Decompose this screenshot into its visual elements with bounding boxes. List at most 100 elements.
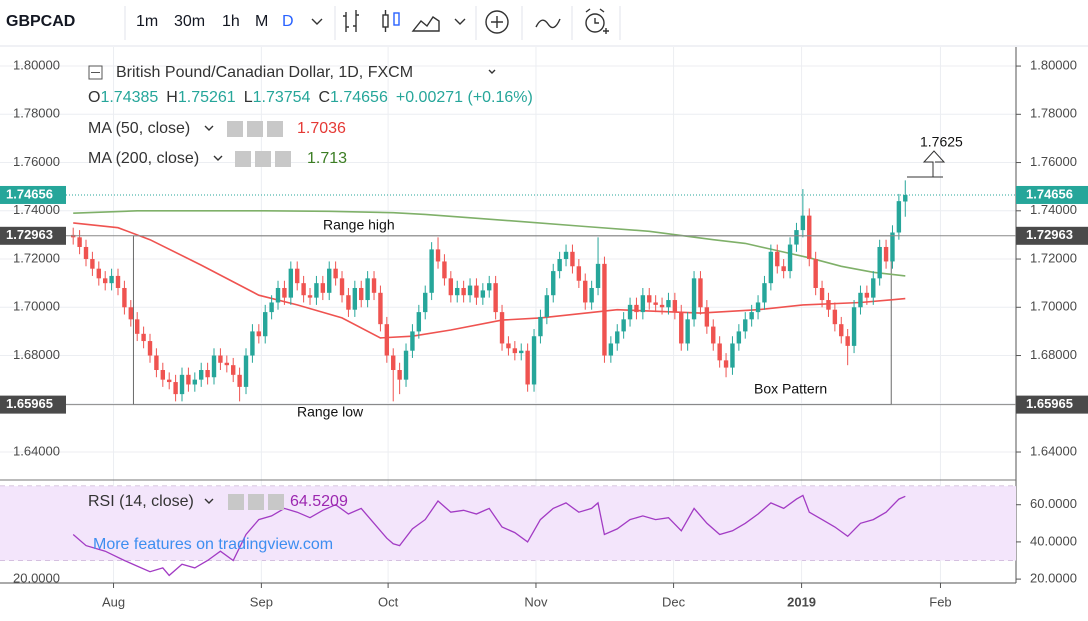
y-tick-label: 60.0000 <box>1030 496 1077 511</box>
interval[interactable]: 1m <box>136 13 158 30</box>
watermark[interactable]: More features on tradingview.com <box>93 536 333 553</box>
candle-body <box>749 312 754 320</box>
price-label: 1.74656 <box>1026 186 1073 201</box>
interval[interactable]: M <box>255 13 268 30</box>
candle-body <box>301 283 306 296</box>
candle-body <box>608 343 614 356</box>
candle-body <box>781 266 786 272</box>
candle-body <box>851 307 857 346</box>
candle-body <box>423 292 428 313</box>
y-tick-label: 1.70000 <box>13 299 60 314</box>
interval[interactable]: 30m <box>174 13 205 30</box>
candle-body <box>397 370 402 380</box>
candle-body <box>384 324 390 356</box>
candle-body <box>544 295 550 317</box>
ma50-legend: MA (50, close) <box>88 120 190 137</box>
candle-body <box>755 302 761 313</box>
candle-body <box>320 283 326 293</box>
candle-body <box>525 350 530 385</box>
legend-dropdown[interactable] <box>204 498 214 504</box>
price-label: 1.65965 <box>6 396 53 411</box>
candle-body <box>218 355 223 363</box>
candle-body <box>698 278 703 308</box>
toolbar: GBPCAD 1m 30m 1h M D <box>0 6 1088 47</box>
candle-body <box>474 285 479 298</box>
y-tick-label: 1.64000 <box>1030 443 1077 458</box>
candle-body <box>455 287 460 296</box>
candle-body <box>282 287 287 298</box>
candle-body <box>538 316 543 337</box>
price-label: 1.72963 <box>6 227 53 242</box>
candle-body <box>147 341 153 356</box>
interval[interactable]: 1h <box>222 13 240 30</box>
candle-body <box>179 374 185 395</box>
candle-body <box>557 259 562 272</box>
candle-body <box>192 379 198 385</box>
candle-body <box>442 261 447 279</box>
candle-body <box>691 278 697 320</box>
interval-dropdown[interactable] <box>311 18 323 25</box>
candle-body <box>371 278 377 293</box>
add-indicator-icon[interactable] <box>485 10 509 34</box>
candle-body <box>576 266 582 281</box>
candle-body <box>135 319 140 334</box>
candle-body <box>333 268 338 279</box>
candle-body <box>275 287 281 303</box>
candle-body <box>871 278 876 298</box>
ohlc-value: 1.74385 <box>100 89 158 106</box>
candle-body <box>570 251 575 267</box>
ma50-value: 1.7036 <box>297 120 346 137</box>
ohlc-key: L <box>244 89 253 106</box>
candle-body <box>627 304 633 320</box>
candle-body <box>77 237 82 247</box>
candle-body <box>730 343 735 368</box>
candle-body <box>160 370 166 380</box>
chart-title: British Pound/Canadian Dollar, 1D, FXCM <box>116 64 413 81</box>
candle-body <box>128 307 134 320</box>
candle-body <box>634 304 639 313</box>
candle-body <box>167 379 172 383</box>
candle-body <box>883 246 889 262</box>
alert-icon[interactable] <box>585 8 609 34</box>
interval-active[interactable]: D <box>282 13 294 30</box>
legend-dropdown[interactable] <box>204 125 214 131</box>
candle-body <box>83 246 89 260</box>
y-tick-label: 1.76000 <box>1030 154 1077 169</box>
candle-body <box>480 290 486 298</box>
indicators-icon[interactable] <box>535 18 561 29</box>
candle-body <box>416 312 422 332</box>
candle-body <box>531 336 537 385</box>
ohlc-legend: O1.74385 H1.75261 L1.73754 C1.74656 +0.00271… <box>88 89 533 106</box>
candle-body <box>352 287 358 310</box>
candle-body <box>711 326 716 344</box>
candle-body <box>231 365 236 375</box>
ohlc-value: 1.75261 <box>178 89 236 106</box>
y-tick-label: 1.72000 <box>1030 250 1077 265</box>
y-tick-label: 20.0000 <box>13 571 60 586</box>
ohlc-value: 1.73754 <box>253 89 311 106</box>
y-tick-label: 1.78000 <box>1030 106 1077 121</box>
price-label-bg <box>1016 226 1088 245</box>
y-tick-label: 1.80000 <box>1030 57 1077 72</box>
price-label-bg <box>0 395 66 414</box>
candle-body <box>653 302 658 305</box>
collapse-icon[interactable] <box>88 65 103 80</box>
legend-buttons[interactable] <box>227 121 283 137</box>
candle-body <box>615 331 620 344</box>
symbol-dropdown[interactable] <box>488 69 496 74</box>
legend-buttons[interactable] <box>228 494 284 510</box>
y-tick-label: 1.64000 <box>13 443 60 458</box>
legend-dropdown[interactable] <box>213 155 223 161</box>
bar-style-icon[interactable] <box>343 10 466 32</box>
candle-body <box>211 355 217 378</box>
candle-body <box>736 331 742 344</box>
candle-body <box>237 374 242 387</box>
symbol[interactable]: GBPCAD <box>6 13 75 30</box>
candle-body <box>704 307 710 327</box>
legend-buttons[interactable] <box>235 151 291 167</box>
y-tick-label: 1.72000 <box>13 250 60 265</box>
candle-body <box>826 300 831 310</box>
candle-body <box>762 283 767 303</box>
rsi-line <box>72 494 906 577</box>
